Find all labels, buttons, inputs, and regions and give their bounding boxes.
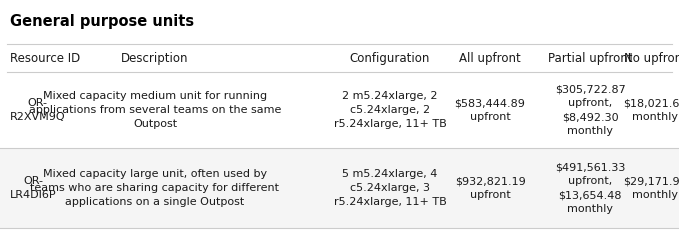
Text: All upfront: All upfront — [459, 52, 521, 64]
Text: Mixed capacity medium unit for running
applications from several teams on the sa: Mixed capacity medium unit for running a… — [29, 91, 281, 129]
Text: $305,722.87
upfront,
$8,492.30
monthly: $305,722.87 upfront, $8,492.30 monthly — [555, 84, 625, 136]
Text: Resource ID: Resource ID — [10, 52, 80, 64]
Text: $932,821.19
upfront: $932,821.19 upfront — [455, 176, 526, 200]
Text: $18,021.67
monthly: $18,021.67 monthly — [623, 98, 679, 122]
Text: OR-
LR4DI6P: OR- LR4DI6P — [10, 176, 56, 200]
Text: General purpose units: General purpose units — [10, 14, 194, 29]
Text: 5 m5.24xlarge, 4
c5.24xlarge, 3
r5.24xlarge, 11+ TB: 5 m5.24xlarge, 4 c5.24xlarge, 3 r5.24xla… — [333, 169, 446, 207]
Bar — [0, 148, 679, 228]
Text: No upfront: No upfront — [623, 52, 679, 64]
Text: Description: Description — [122, 52, 189, 64]
Text: OR-
R2XVM9Q: OR- R2XVM9Q — [10, 98, 66, 122]
Text: $491,561.33
upfront,
$13,654.48
monthly: $491,561.33 upfront, $13,654.48 monthly — [555, 162, 625, 214]
Bar — [0, 72, 679, 148]
Text: $583,444.89
upfront: $583,444.89 upfront — [454, 98, 526, 122]
Text: Configuration: Configuration — [350, 52, 430, 64]
Text: 2 m5.24xlarge, 2
c5.24xlarge, 2
r5.24xlarge, 11+ TB: 2 m5.24xlarge, 2 c5.24xlarge, 2 r5.24xla… — [333, 91, 446, 129]
Text: $29,171.98
monthly: $29,171.98 monthly — [623, 176, 679, 200]
Text: Mixed capacity large unit, often used by
teams who are sharing capacity for diff: Mixed capacity large unit, often used by… — [31, 169, 280, 207]
Text: Partial upfront: Partial upfront — [548, 52, 632, 64]
